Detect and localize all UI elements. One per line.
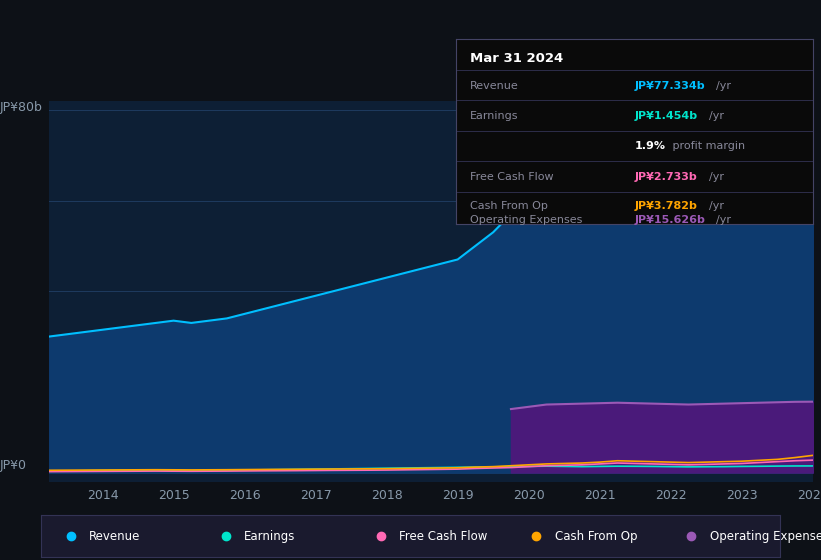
Text: Operating Expenses: Operating Expenses	[709, 530, 821, 543]
Text: /yr: /yr	[709, 172, 723, 182]
Text: Operating Expenses: Operating Expenses	[470, 215, 582, 225]
Text: Cash From Op: Cash From Op	[555, 530, 637, 543]
Text: 1.9%: 1.9%	[635, 141, 665, 151]
Text: JP¥3.782b: JP¥3.782b	[635, 202, 697, 212]
Text: /yr: /yr	[709, 202, 723, 212]
Text: Cash From Op: Cash From Op	[470, 202, 548, 212]
Text: JP¥1.454b: JP¥1.454b	[635, 111, 697, 121]
Text: Revenue: Revenue	[89, 530, 140, 543]
Text: /yr: /yr	[709, 111, 723, 121]
Text: JP¥0: JP¥0	[0, 459, 26, 472]
Text: Earnings: Earnings	[470, 111, 518, 121]
Text: Earnings: Earnings	[245, 530, 296, 543]
Text: Free Cash Flow: Free Cash Flow	[400, 530, 488, 543]
Text: Revenue: Revenue	[470, 81, 519, 91]
Text: JP¥80b: JP¥80b	[0, 101, 43, 114]
Text: Free Cash Flow: Free Cash Flow	[470, 172, 553, 182]
Text: profit margin: profit margin	[669, 141, 745, 151]
Text: /yr: /yr	[717, 215, 732, 225]
Text: JP¥77.334b: JP¥77.334b	[635, 81, 705, 91]
Text: Mar 31 2024: Mar 31 2024	[470, 52, 563, 65]
Text: JP¥15.626b: JP¥15.626b	[635, 215, 705, 225]
Text: JP¥2.733b: JP¥2.733b	[635, 172, 697, 182]
Text: /yr: /yr	[717, 81, 732, 91]
